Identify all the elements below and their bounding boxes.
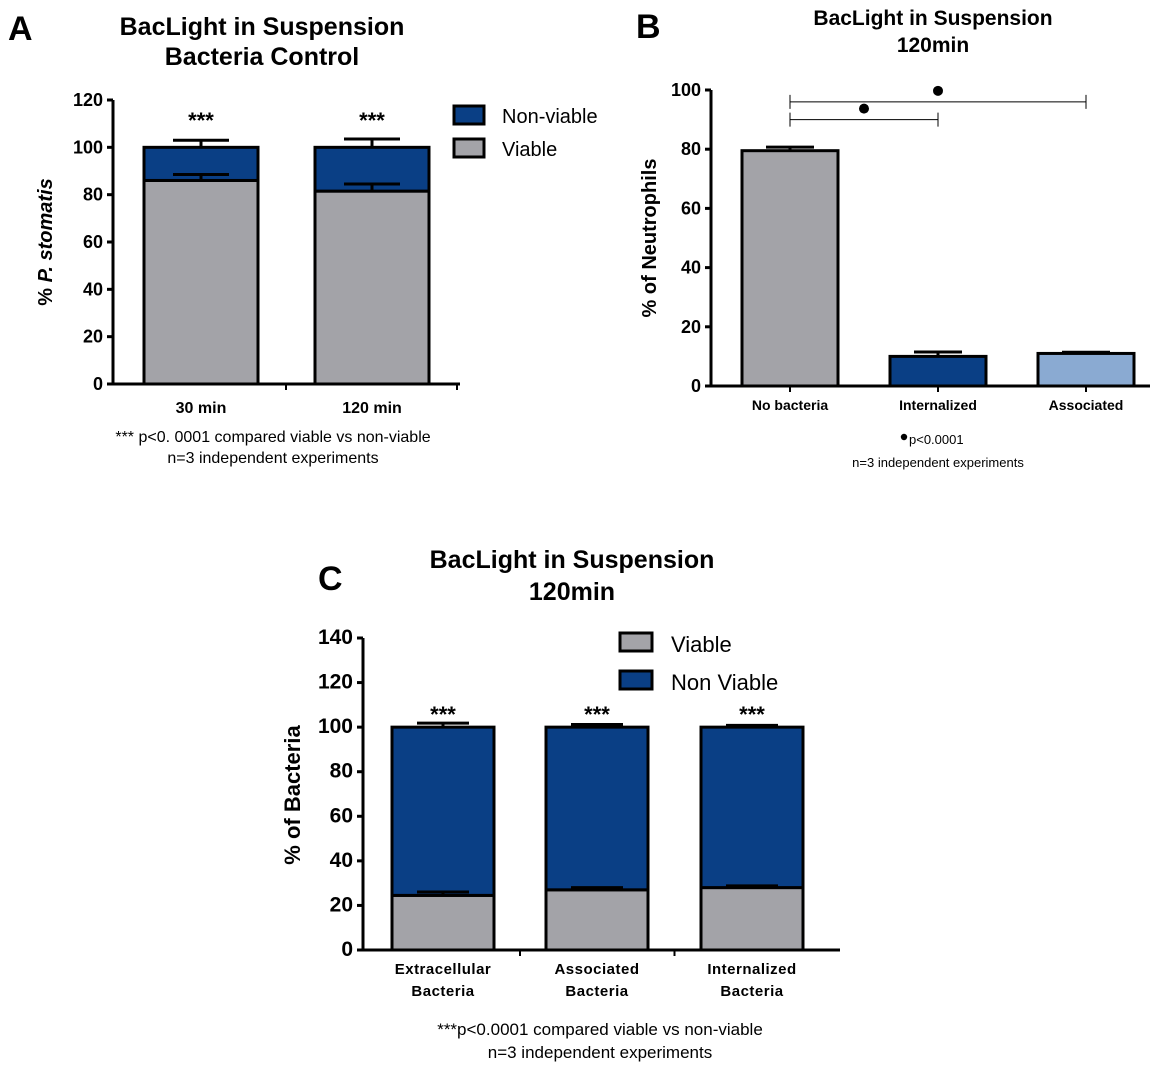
panel-b-footnote-line2: n=3 independent experiments (852, 455, 1024, 470)
panel-b-y-tick-label: 20 (681, 317, 701, 337)
legend-swatch (452, 104, 486, 126)
legend-label: Non Viable (671, 670, 778, 695)
category-label-line2: Bacteria (720, 983, 783, 1000)
panel-a-y-tick-label: 60 (83, 232, 103, 252)
panel-c-y-axis-label: % of Bacteria (280, 725, 305, 865)
panel-c-y-tick-label: 20 (330, 893, 353, 916)
panel-c-y-tick-label: 120 (318, 671, 353, 694)
panel-b-y-tick-label: 80 (681, 139, 701, 159)
panel-a-plot: 0 20 40 60 80 100 120 *** 30 min *** 120 min % P. s… (35, 90, 598, 417)
panel-c-y-tick-label: 80 (330, 760, 353, 783)
bar-viable (142, 178, 260, 386)
panel-a-title-line2: Bacteria Control (165, 43, 359, 71)
panel-a-y-tick-label: 120 (73, 90, 103, 110)
legend-label: Non-viable (502, 106, 598, 128)
panel-b-y-tick-label: 100 (671, 80, 701, 100)
panel-c-y-tick-label: 40 (330, 849, 353, 872)
legend-label: Viable (671, 632, 732, 657)
bar-viable (313, 189, 431, 386)
significance-marker: *** (584, 702, 610, 727)
panel-b-y-tick-label: 40 (681, 258, 701, 278)
panel-a-y-tick-label: 100 (73, 137, 103, 157)
bar-non-viable (544, 725, 650, 892)
bar-viable (699, 886, 805, 952)
category-label: Internalized (899, 397, 977, 413)
panel-b-title-line1: BacLight in Suspension (813, 7, 1052, 30)
legend-swatch (618, 631, 654, 653)
panel-c-footnote-line1: ***p<0.0001 compared viable vs non-viabl… (437, 1020, 763, 1039)
category-label: 30 min (176, 400, 227, 417)
panel-b-y-tick-label: 60 (681, 198, 701, 218)
panel-b-letter: B (636, 8, 661, 46)
panel-a: A BacLight in Suspension Bacteria Contro… (8, 10, 598, 467)
panel-b-y-axis-label: % of Neutrophils (639, 159, 661, 318)
category-label: No bacteria (752, 397, 828, 413)
panel-a-y-tick-label: 40 (83, 279, 103, 299)
bar (888, 354, 988, 388)
panel-b-footnote-bullet (900, 433, 908, 441)
panel-c-title-line1: BacLight in Suspension (430, 546, 715, 574)
panel-c-y-tick-label: 0 (341, 938, 353, 961)
panel-c-plot: 0 20 40 60 80 100 120 140 *** Extracellular Bacter… (280, 626, 840, 1000)
bar (740, 149, 840, 388)
panel-b-y-tick-label: 0 (691, 376, 701, 396)
legend-swatch (452, 137, 486, 159)
panel-c: C BacLight in Suspension 120min ***p<0.0… (280, 546, 840, 1062)
panel-a-letter: A (8, 10, 33, 48)
panel-a-y-axis-label: % P. stomatis (35, 178, 57, 305)
panel-c-title-line2: 120min (529, 578, 615, 606)
significance-dot (859, 103, 869, 114)
category-label-line1: Internalized (707, 961, 796, 978)
panel-a-y-tick-label: 80 (83, 185, 103, 205)
panel-c-y-tick-label: 140 (318, 626, 353, 649)
significance-dot (933, 85, 943, 96)
significance-marker: *** (739, 702, 765, 727)
panel-c-y-tick-label: 100 (318, 715, 353, 738)
panel-a-y-tick-label: 0 (93, 374, 103, 394)
bar-non-viable (699, 725, 805, 890)
category-label-line2: Bacteria (565, 983, 628, 1000)
category-label: 120 min (342, 400, 402, 417)
panel-a-title-line1: BacLight in Suspension (120, 13, 405, 41)
panel-a-y-tick-label: 20 (83, 327, 103, 347)
panel-a-footnote-line1: *** p<0. 0001 compared viable vs non-via… (115, 429, 430, 446)
bar-viable (544, 888, 650, 952)
category-label-line1: Associated (554, 961, 639, 978)
panel-c-letter: C (318, 560, 343, 598)
significance-marker: *** (188, 108, 214, 133)
category-label-line2: Bacteria (411, 983, 474, 1000)
panel-c-footnote-line2: n=3 independent experiments (488, 1043, 712, 1062)
significance-marker: *** (430, 702, 456, 727)
panel-a-footnote-line2: n=3 independent experiments (167, 450, 378, 467)
panel-b-title-line2: 120min (897, 34, 969, 57)
category-label: Associated (1049, 397, 1124, 413)
bar-viable (390, 893, 496, 952)
bar-non-viable (390, 725, 496, 897)
category-label-line1: Extracellular (395, 961, 492, 978)
panel-c-y-tick-label: 60 (330, 804, 353, 827)
legend-label: Viable (502, 139, 557, 161)
bar (1036, 351, 1136, 388)
panel-b-footnote-line1: p<0.0001 (909, 432, 964, 447)
panel-b: B BacLight in Suspension 120min p<0.0001… (636, 7, 1150, 470)
significance-marker: *** (359, 108, 385, 133)
panel-b-plot: 0 20 40 60 80 100 No bacteria Internalized Assoc… (639, 80, 1150, 413)
legend-swatch (618, 669, 654, 691)
